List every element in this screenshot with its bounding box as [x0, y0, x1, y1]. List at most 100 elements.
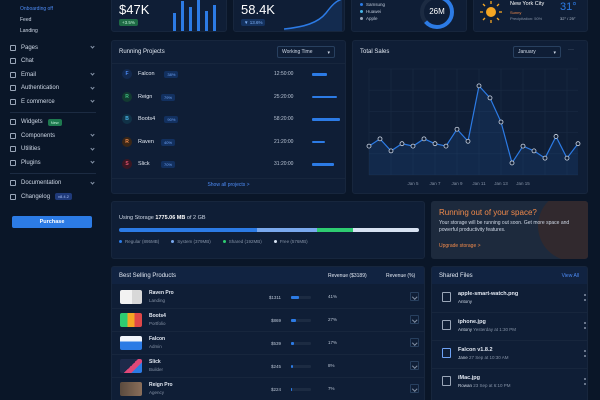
- row-action-button[interactable]: [410, 361, 419, 370]
- row-divider: [432, 312, 587, 313]
- file-row[interactable]: apple-smart-watch.png Antony: [432, 287, 592, 315]
- row-action-button[interactable]: [410, 384, 419, 393]
- file-name[interactable]: apple-smart-watch.png: [458, 291, 519, 297]
- file-row[interactable]: Falcon v1.8.2 Jane 27 Sep at 10:30 AM: [432, 343, 592, 371]
- sidebar-item-widgets[interactable]: Widgets New: [10, 116, 96, 130]
- sidebar-item-changelog[interactable]: Changelog v8.4.2: [10, 190, 96, 204]
- project-row[interactable]: S Slick 70% 31:20:00: [112, 156, 345, 178]
- file-row[interactable]: iphone.jpg Antony Yesterday at 1:30 PM: [432, 315, 592, 343]
- more-options-icon[interactable]: ···: [568, 47, 574, 53]
- more-options-icon[interactable]: [584, 350, 586, 358]
- data-point[interactable]: [575, 141, 581, 147]
- sidebar-item-ecommerce[interactable]: E commerce: [10, 95, 96, 109]
- market-share-card: Samsung Huawei Apple 26M: [351, 0, 467, 32]
- product-row[interactable]: Slick Builder $245 8%: [112, 356, 426, 379]
- sidebar-subitem-landing[interactable]: Landing: [20, 28, 38, 34]
- project-name[interactable]: Falcon: [138, 71, 155, 77]
- data-point[interactable]: [498, 119, 504, 125]
- column-header-revenue[interactable]: Revenue ($3189): [328, 273, 367, 279]
- sidebar-subitem-onboarding[interactable]: Onboarding off: [20, 6, 53, 12]
- upgrade-storage-link[interactable]: Upgrade storage >: [439, 243, 481, 249]
- project-row[interactable]: B Boots4 90% 58:20:00: [112, 111, 345, 133]
- file-name[interactable]: Falcon v1.8.2: [458, 347, 493, 353]
- chevron-down-icon: [90, 98, 95, 103]
- sidebar-item-pages[interactable]: Pages: [10, 41, 96, 55]
- product-row[interactable]: Reign Pro Agency $224 7%: [112, 379, 426, 400]
- file-meta: Rowan 23 Sep at 6:10 PM: [458, 383, 511, 388]
- view-all-link[interactable]: View All: [561, 273, 579, 279]
- sidebar-item-chat[interactable]: Chat: [10, 55, 96, 69]
- data-point[interactable]: [432, 141, 438, 147]
- show-all-projects-link[interactable]: Show all projects >: [207, 182, 250, 188]
- data-point[interactable]: [509, 160, 515, 166]
- series-area: [369, 85, 578, 175]
- project-row[interactable]: R Reign 79% 25:20:00: [112, 89, 345, 111]
- file-row[interactable]: iMac.jpg Rowan 23 Sep at 6:10 PM: [432, 371, 592, 399]
- project-name[interactable]: Slick: [138, 161, 150, 167]
- project-name[interactable]: Boots4: [138, 116, 156, 122]
- product-row[interactable]: Raven Pro Landing $1311 41%: [112, 287, 426, 310]
- x-tick-label: Jan 9: [451, 181, 463, 186]
- product-row[interactable]: Falcon Admin $539 17%: [112, 333, 426, 356]
- data-point[interactable]: [476, 83, 482, 89]
- more-options-icon[interactable]: [584, 378, 586, 386]
- month-select[interactable]: January ▾: [513, 46, 561, 58]
- project-name[interactable]: Reign: [138, 93, 153, 100]
- data-point[interactable]: [564, 155, 570, 161]
- x-tick-label: Jan 11: [472, 181, 486, 186]
- sidebar-item-components[interactable]: Components: [10, 129, 96, 143]
- product-row[interactable]: Boots4 Portfolio $869 27%: [112, 310, 426, 333]
- sidebar-item-email[interactable]: Email: [10, 68, 96, 82]
- more-options-icon[interactable]: [584, 294, 586, 302]
- column-header-revenue-pct[interactable]: Revenue (%): [386, 273, 416, 279]
- sidebar-item-plugins[interactable]: Plugins: [10, 156, 96, 170]
- weather-range: 32° / 25°: [560, 16, 576, 21]
- data-point[interactable]: [366, 143, 372, 149]
- project-name[interactable]: Raven: [138, 138, 154, 145]
- sidebar-subitem-feed[interactable]: Feed: [20, 17, 32, 23]
- data-point[interactable]: [388, 148, 394, 154]
- project-tag: 90%: [164, 116, 179, 123]
- purchase-button[interactable]: Purchase: [12, 216, 92, 228]
- promo-body: Your storage will be running out soon. G…: [439, 220, 570, 233]
- sidebar-item-utilities[interactable]: Utilities: [10, 143, 96, 157]
- row-action-button[interactable]: [410, 338, 419, 347]
- row-action-button[interactable]: [410, 292, 419, 301]
- data-point[interactable]: [553, 134, 559, 139]
- data-point[interactable]: [399, 141, 405, 147]
- data-point[interactable]: [465, 138, 471, 144]
- x-tick-label: Jan 7: [429, 181, 441, 186]
- product-name[interactable]: Slick: [149, 359, 161, 365]
- product-name[interactable]: Falcon: [149, 336, 166, 342]
- row-action-button[interactable]: [410, 315, 419, 324]
- data-point[interactable]: [443, 143, 449, 149]
- data-point[interactable]: [531, 148, 537, 154]
- storage-segment: [257, 228, 317, 232]
- project-tag: 79%: [161, 93, 176, 101]
- data-point[interactable]: [410, 143, 416, 149]
- sales-line-chart: Jan 5 Jan 7 Jan 9 Jan 11 Jan 13 Jan 15: [366, 68, 581, 186]
- product-name[interactable]: Raven Pro: [149, 290, 174, 296]
- data-point[interactable]: [487, 95, 493, 101]
- more-options-icon[interactable]: [584, 322, 586, 330]
- file-name[interactable]: iMac.jpg: [458, 375, 481, 381]
- project-row[interactable]: F Falcon 38% 12:50:00: [112, 66, 345, 88]
- data-point[interactable]: [377, 136, 383, 142]
- data-point[interactable]: [542, 155, 548, 161]
- product-name[interactable]: Boots4: [149, 313, 166, 319]
- product-name[interactable]: Reign Pro: [149, 382, 173, 388]
- project-logo: B: [122, 114, 132, 124]
- stat-value: 58.4K: [241, 2, 275, 17]
- sidebar-item-documentation[interactable]: Documentation: [10, 177, 96, 191]
- file-name[interactable]: iphone.jpg: [458, 319, 486, 325]
- product-thumbnail: [120, 290, 142, 304]
- sidebar-item-authentication[interactable]: Authentication: [10, 82, 96, 96]
- working-time-select[interactable]: Working Time ▾: [277, 46, 335, 58]
- data-point[interactable]: [520, 143, 526, 149]
- product-revenue-pct: 17%: [328, 340, 338, 345]
- project-row[interactable]: R Raven 40% 21:20:00: [112, 134, 345, 156]
- data-point[interactable]: [454, 126, 460, 132]
- data-point[interactable]: [421, 136, 427, 142]
- project-time: 58:20:00: [274, 116, 294, 122]
- revenue-progress-fill: [291, 388, 293, 391]
